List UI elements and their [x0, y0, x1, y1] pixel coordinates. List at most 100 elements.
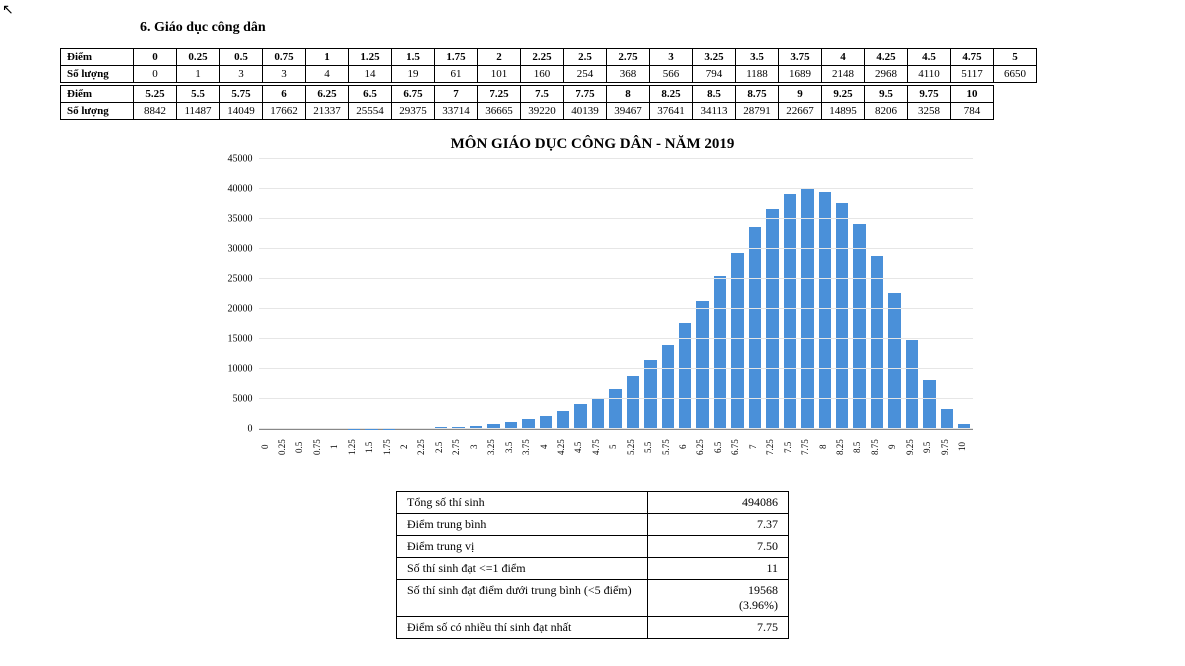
summary-label: Điểm trung bình — [397, 514, 648, 536]
x-tick: 7.5 — [784, 430, 796, 467]
y-tick: 30000 — [213, 244, 253, 255]
summary-value: 494086 — [648, 492, 789, 514]
table-cell: 8.5 — [693, 86, 736, 103]
bar — [714, 276, 726, 429]
x-tick: 10 — [958, 430, 970, 467]
x-tick: 1.25 — [348, 430, 360, 467]
x-tick: 5.25 — [627, 430, 639, 467]
summary-table: Tổng số thí sinh494086Điểm trung bình7.3… — [396, 491, 789, 639]
table-cell: 2968 — [865, 66, 908, 83]
table-cell: 21337 — [306, 103, 349, 120]
table-cell: 5117 — [951, 66, 994, 83]
table-cell: 34113 — [693, 103, 736, 120]
table-cell: 4110 — [908, 66, 951, 83]
table-cell: 0.75 — [263, 49, 306, 66]
y-tick: 20000 — [213, 304, 253, 315]
score-table-2: Điểm5.255.55.7566.256.56.7577.257.57.758… — [60, 85, 994, 120]
bar — [592, 398, 604, 429]
x-tick: 6.5 — [714, 430, 726, 467]
x-tick: 7 — [749, 430, 761, 467]
table-cell: 2 — [478, 49, 521, 66]
x-tick: 4.75 — [592, 430, 604, 467]
table-cell: 33714 — [435, 103, 478, 120]
table-cell: 40139 — [564, 103, 607, 120]
x-tick: 6.25 — [696, 430, 708, 467]
table-cell: 5.75 — [220, 86, 263, 103]
y-tick: 35000 — [213, 214, 253, 225]
row-label: Điểm — [61, 49, 134, 66]
table-cell: 6.5 — [349, 86, 392, 103]
bar — [871, 256, 883, 429]
table-cell: 2.5 — [564, 49, 607, 66]
x-tick: 4.5 — [574, 430, 586, 467]
y-tick: 40000 — [213, 184, 253, 195]
table-cell: 4 — [822, 49, 865, 66]
table-cell: 3 — [220, 66, 263, 83]
x-tick: 7.75 — [801, 430, 813, 467]
summary-value: 7.75 — [648, 617, 789, 639]
table-cell: 3 — [650, 49, 693, 66]
table-cell: 3.25 — [693, 49, 736, 66]
table-cell: 3 — [263, 66, 306, 83]
bar — [766, 209, 778, 429]
bar — [731, 253, 743, 429]
x-tick: 2 — [400, 430, 412, 467]
x-tick: 3.25 — [487, 430, 499, 467]
y-tick: 25000 — [213, 274, 253, 285]
x-tick: 9.75 — [941, 430, 953, 467]
bar — [662, 345, 674, 429]
x-tick: 9.25 — [906, 430, 918, 467]
x-tick: 0.25 — [278, 430, 290, 467]
table-cell: 2148 — [822, 66, 865, 83]
table-cell: 22667 — [779, 103, 822, 120]
x-tick: 0.75 — [313, 430, 325, 467]
x-tick: 4 — [540, 430, 552, 467]
table-cell: 566 — [650, 66, 693, 83]
x-tick: 2.75 — [452, 430, 464, 467]
row-label: Số lượng — [61, 103, 134, 120]
table-cell: 0.25 — [177, 49, 220, 66]
chart: MÔN GIÁO DỤC CÔNG DÂN - NĂM 2019 0500010… — [213, 136, 973, 467]
table-cell: 11487 — [177, 103, 220, 120]
table-cell: 8842 — [134, 103, 177, 120]
table-cell: 1.25 — [349, 49, 392, 66]
table-cell: 9 — [779, 86, 822, 103]
table-cell: 8206 — [865, 103, 908, 120]
table-cell: 28791 — [736, 103, 779, 120]
table-cell: 3.5 — [736, 49, 779, 66]
table-cell: 14 — [349, 66, 392, 83]
bar — [627, 376, 639, 429]
x-tick: 3.5 — [505, 430, 517, 467]
table-cell: 794 — [693, 66, 736, 83]
x-tick: 3 — [470, 430, 482, 467]
table-cell: 0 — [134, 49, 177, 66]
table-cell: 1.75 — [435, 49, 478, 66]
table-cell: 101 — [478, 66, 521, 83]
bar — [923, 380, 935, 429]
table-cell: 39467 — [607, 103, 650, 120]
x-tick: 0.5 — [295, 430, 307, 467]
table-cell: 14895 — [822, 103, 865, 120]
table-cell: 29375 — [392, 103, 435, 120]
table-cell: 6.75 — [392, 86, 435, 103]
table-cell: 5.25 — [134, 86, 177, 103]
x-tick: 1.5 — [365, 430, 377, 467]
x-tick: 9 — [888, 430, 900, 467]
table-cell: 36665 — [478, 103, 521, 120]
x-tick: 2.25 — [417, 430, 429, 467]
x-tick: 6 — [679, 430, 691, 467]
summary-value: 11 — [648, 558, 789, 580]
table-cell: 8 — [607, 86, 650, 103]
table-cell: 0 — [134, 66, 177, 83]
score-table-1: Điểm00.250.50.7511.251.51.7522.252.52.75… — [60, 48, 1037, 83]
table-cell: 368 — [607, 66, 650, 83]
table-cell: 1 — [306, 49, 349, 66]
table-cell: 17662 — [263, 103, 306, 120]
bar — [941, 409, 953, 429]
summary-label: Số thí sinh đạt điểm dưới trung bình (<5… — [397, 580, 648, 617]
table-cell: 9.75 — [908, 86, 951, 103]
summary-label: Số thí sinh đạt <=1 điểm — [397, 558, 648, 580]
bar — [784, 194, 796, 429]
table-cell: 9.5 — [865, 86, 908, 103]
table-cell: 784 — [951, 103, 994, 120]
